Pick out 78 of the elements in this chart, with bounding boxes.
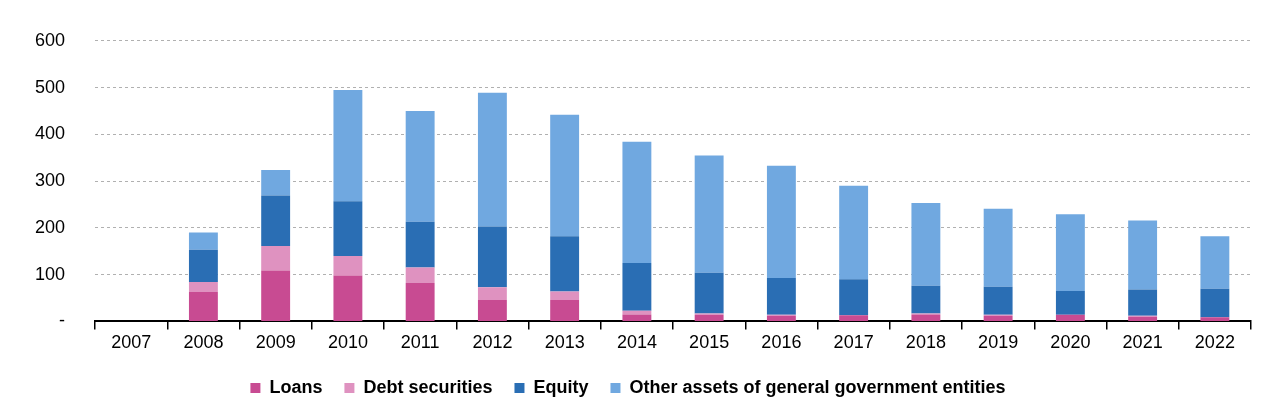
bar bbox=[622, 262, 652, 311]
x-tick-label: 2014 bbox=[616, 332, 657, 353]
bar bbox=[261, 270, 291, 321]
legend-label: Other assets of general government entities bbox=[629, 376, 1006, 397]
bar bbox=[766, 165, 796, 278]
bar bbox=[839, 315, 869, 321]
bar bbox=[694, 314, 724, 321]
bar bbox=[477, 92, 507, 227]
bar bbox=[983, 208, 1013, 287]
bar bbox=[405, 283, 435, 321]
x-tick-label: 2013 bbox=[544, 332, 585, 353]
bar bbox=[622, 141, 652, 263]
x-tick-label: 2009 bbox=[255, 332, 296, 353]
bar bbox=[622, 314, 652, 321]
bar bbox=[1055, 314, 1085, 321]
bar bbox=[405, 221, 435, 268]
y-tick-label: 500 bbox=[34, 76, 66, 97]
y-tick-label: 200 bbox=[34, 216, 66, 237]
bar bbox=[1128, 289, 1158, 316]
bar bbox=[405, 110, 435, 222]
x-tick-label: 2008 bbox=[183, 332, 224, 353]
bar bbox=[550, 114, 580, 237]
bar bbox=[911, 285, 941, 314]
bar bbox=[911, 314, 941, 321]
bar bbox=[839, 279, 869, 316]
bar bbox=[261, 246, 291, 271]
x-tick-label: 2022 bbox=[1194, 332, 1235, 353]
bar bbox=[1200, 236, 1230, 289]
x-tick-label: 2011 bbox=[400, 332, 440, 353]
bar bbox=[911, 203, 941, 286]
bar bbox=[1128, 220, 1158, 290]
bar bbox=[550, 236, 580, 292]
x-tick-label: 2017 bbox=[833, 332, 874, 353]
y-tick-label: 600 bbox=[34, 29, 66, 50]
bar bbox=[550, 299, 580, 321]
bar bbox=[405, 267, 435, 284]
x-tick-label: 2021 bbox=[1122, 332, 1163, 353]
x-tick-label: 2018 bbox=[905, 332, 946, 353]
bar bbox=[694, 155, 724, 273]
bar bbox=[333, 255, 363, 276]
bar bbox=[1200, 317, 1230, 321]
bar bbox=[550, 291, 580, 300]
x-tick-label: 2010 bbox=[327, 332, 368, 353]
bar bbox=[477, 226, 507, 288]
bar bbox=[333, 89, 363, 202]
bar bbox=[188, 249, 218, 283]
bar bbox=[694, 272, 724, 314]
x-tick-label: 2020 bbox=[1050, 332, 1091, 353]
bar bbox=[1128, 316, 1158, 321]
legend-label: Debt securities bbox=[363, 376, 493, 397]
x-tick-label: 2012 bbox=[472, 332, 513, 353]
x-tick-label: 2007 bbox=[111, 332, 152, 353]
legend-label: Equity bbox=[533, 376, 589, 397]
x-tick-label: 2016 bbox=[761, 332, 802, 353]
bar bbox=[333, 201, 363, 256]
y-tick-label: - bbox=[59, 310, 66, 331]
bar bbox=[477, 287, 507, 300]
bar bbox=[983, 286, 1013, 315]
bar bbox=[1055, 214, 1085, 291]
y-tick-label: 300 bbox=[34, 170, 66, 191]
bar bbox=[983, 315, 1013, 321]
y-tick-label: 100 bbox=[34, 263, 66, 284]
legend-label: Loans bbox=[269, 376, 323, 397]
bar bbox=[188, 282, 218, 292]
bar bbox=[1200, 288, 1230, 318]
bar bbox=[333, 275, 363, 321]
bar bbox=[261, 195, 291, 247]
y-tick-label: 400 bbox=[34, 123, 66, 144]
x-tick-label: 2015 bbox=[689, 332, 730, 353]
bar bbox=[766, 315, 796, 321]
bar bbox=[477, 299, 507, 321]
bar bbox=[188, 291, 218, 321]
bar bbox=[188, 232, 218, 250]
bar bbox=[1055, 291, 1085, 315]
bar bbox=[766, 277, 796, 315]
bar bbox=[839, 185, 869, 280]
x-tick-label: 2019 bbox=[978, 332, 1019, 353]
bar bbox=[261, 169, 291, 196]
